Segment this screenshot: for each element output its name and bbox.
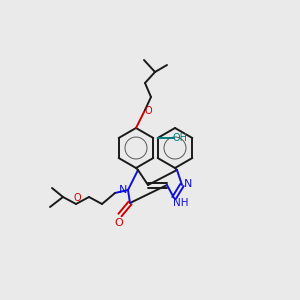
Text: O: O — [144, 106, 152, 116]
Text: O: O — [73, 193, 81, 203]
Text: N: N — [119, 185, 127, 195]
Text: N: N — [184, 179, 192, 189]
Text: OH: OH — [172, 133, 187, 143]
Text: NH: NH — [173, 198, 189, 208]
Text: O: O — [115, 218, 123, 228]
